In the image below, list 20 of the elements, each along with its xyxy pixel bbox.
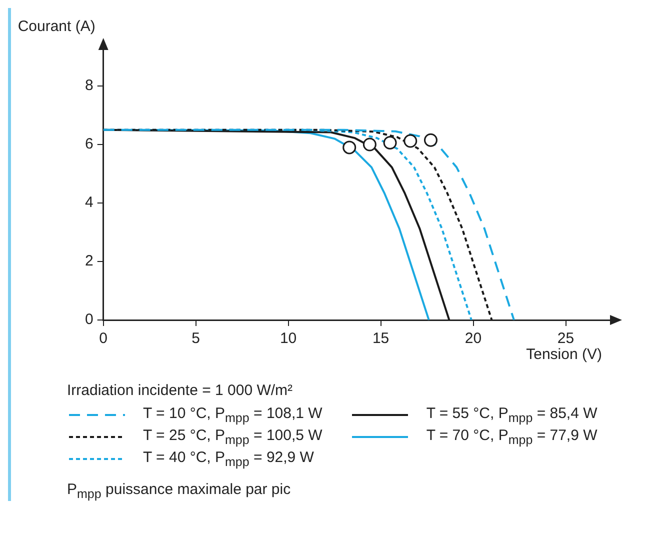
x-tick-label: 0: [99, 330, 108, 348]
text: P$_{mpp}$ puissance maximale par pic: [67, 481, 292, 501]
y-tick-label: 0: [85, 311, 94, 328]
legend-label: T = 70 °C, P$_{mpp}$ = 77,9 W: [426, 427, 598, 447]
x-tick-label: 25: [557, 330, 574, 348]
x-tick-label: 5: [192, 330, 200, 348]
y-tick-label: 4: [85, 194, 94, 212]
y-tick-label: 2: [85, 252, 94, 270]
y-axis-title: Courant (A): [18, 18, 96, 35]
x-tick-label: 15: [372, 330, 390, 348]
legend-label: T = 55 °C, P$_{mpp}$ = 85,4 W: [426, 405, 598, 425]
legend-title: Irradiation incidente = 1 000 W/m²: [67, 382, 294, 399]
x-tick-label: 10: [280, 330, 297, 348]
y-tick-label: 6: [85, 136, 94, 153]
legend-label: T = 10 °C, P$_{mpp}$ = 108,1 W: [143, 405, 322, 425]
legend-label: T = 40 °C, P$_{mpp}$ = 92,9 W: [143, 449, 314, 469]
x-tick-label: 20: [464, 330, 482, 348]
y-tick-label: 8: [85, 77, 94, 94]
x-axis-title: Tension (V): [526, 346, 602, 363]
legend-label: T = 25 °C, P$_{mpp}$ = 100,5 W: [143, 427, 322, 447]
